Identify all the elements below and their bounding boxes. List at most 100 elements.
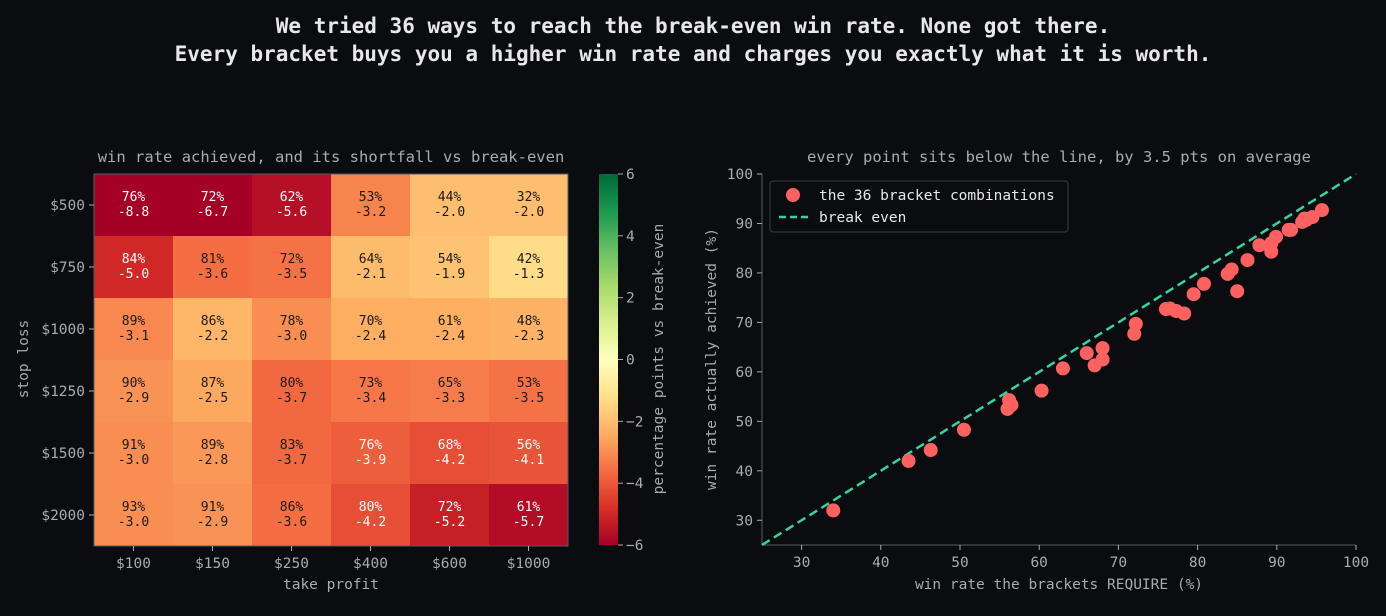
heatmap-y-tick-label: $750 (50, 260, 85, 276)
figure-title-line-1: We tried 36 ways to reach the break-even… (275, 14, 1111, 38)
scatter-point (901, 453, 916, 468)
heatmap-x-tick-label: $100 (116, 556, 151, 572)
heatmap-cell-win-rate: 61% (517, 500, 541, 515)
heatmap-cell (410, 360, 489, 422)
heatmap-cell-shortfall: -6.7 (197, 205, 228, 220)
scatter-y-tick-label: 60 (736, 365, 753, 381)
scatter-point (1230, 284, 1245, 299)
heatmap-cell-shortfall: -8.8 (118, 205, 149, 220)
heatmap-cell-shortfall: -4.1 (513, 453, 544, 468)
heatmap-cell (94, 360, 173, 422)
heatmap-cell (94, 298, 173, 360)
heatmap-cell (331, 360, 410, 422)
heatmap-cell-win-rate: 65% (438, 376, 462, 391)
heatmap-cell-shortfall: -1.9 (434, 267, 465, 282)
heatmap-cell (489, 484, 568, 546)
heatmap-cell-shortfall: -2.9 (197, 515, 228, 530)
heatmap-cell-win-rate: 62% (280, 190, 304, 205)
heatmap-cell-win-rate: 53% (359, 190, 383, 205)
heatmap-cell-shortfall: -3.6 (276, 515, 307, 530)
scatter-y-tick-label: 30 (736, 513, 753, 529)
heatmap-cell (252, 298, 331, 360)
colorbar-tick-label: 6 (626, 167, 635, 183)
break-even-line (761, 172, 1357, 547)
scatter-y-axis-label: win rate actually achieved (%) (704, 228, 720, 490)
heatmap-cell (252, 360, 331, 422)
figure-title: We tried 36 ways to reach the break-even… (0, 12, 1386, 68)
heatmap-cell (94, 174, 173, 236)
heatmap-cell-shortfall: -2.3 (513, 329, 544, 344)
heatmap-cell-win-rate: 78% (280, 314, 304, 329)
scatter-point (1314, 203, 1329, 218)
heatmap-cell-win-rate: 72% (201, 190, 225, 205)
heatmap-cell-win-rate: 32% (517, 190, 541, 205)
heatmap-cell (252, 422, 331, 484)
heatmap-x-tick-label: $400 (353, 556, 388, 572)
heatmap-x-tick-labels: $100 $150 $250 $400 $600 $1000 (116, 546, 550, 572)
heatmap-cell-shortfall: -4.2 (355, 515, 386, 530)
heatmap-cell-shortfall: -5.7 (513, 515, 544, 530)
heatmap-cell-shortfall: -2.1 (355, 267, 386, 282)
heatmap-cell (331, 236, 410, 298)
heatmap-x-tick-label: $250 (274, 556, 309, 572)
heatmap-cell (331, 422, 410, 484)
heatmap-cell-win-rate: 72% (280, 252, 304, 267)
heatmap-cell-shortfall: -3.2 (355, 205, 386, 220)
scatter-point (1079, 346, 1094, 361)
colorbar-tick-label: 4 (626, 229, 635, 245)
heatmap-cell-shortfall: -4.2 (434, 453, 465, 468)
heatmap-cell-shortfall: -3.0 (118, 515, 149, 530)
heatmap-cell (410, 236, 489, 298)
scatter-point (1186, 287, 1201, 302)
heatmap-title: win rate achieved, and its shortfall vs … (98, 148, 565, 166)
heatmap-cell-win-rate: 72% (438, 500, 462, 515)
heatmap-cell-win-rate: 81% (201, 252, 225, 267)
scatter-point (1004, 398, 1019, 413)
heatmap-cell (252, 174, 331, 236)
figure-title-line-2: Every bracket buys you a higher win rate… (174, 42, 1212, 66)
heatmap-cell-win-rate: 73% (359, 376, 383, 391)
scatter-point (1128, 316, 1143, 331)
heatmap-cell (173, 174, 252, 236)
heatmap-y-tick-label: $1250 (41, 384, 85, 400)
scatter-point (1264, 244, 1279, 259)
scatter-legend: the 36 bracket combinations break even (769, 180, 1069, 233)
heatmap-cell-win-rate: 68% (438, 438, 462, 453)
heatmap-cell (489, 174, 568, 236)
heatmap-cell-shortfall: -3.7 (276, 453, 307, 468)
heatmap-cell-win-rate: 91% (201, 500, 225, 515)
scatter-point (1252, 238, 1267, 253)
scatter-y-tick-label: 40 (736, 464, 753, 480)
colorbar-gradient (599, 174, 618, 545)
scatter-point (1297, 211, 1312, 226)
heatmap-cell (173, 484, 252, 546)
scatter-point (1095, 352, 1110, 367)
heatmap-cell-win-rate: 87% (201, 376, 225, 391)
scatter-axes: 30 40 50 60 70 80 90 100 30 40 50 60 70 80 90 100 (727, 167, 1369, 571)
heatmap-cell (489, 360, 568, 422)
heatmap-x-axis-label: take profit (283, 577, 379, 593)
heatmap-cell-win-rate: 53% (517, 376, 541, 391)
heatmap-cell-shortfall: -2.0 (513, 205, 544, 220)
heatmap-cell (94, 422, 173, 484)
heatmap-cell-win-rate: 93% (122, 500, 146, 515)
legend-line-label: break even (819, 210, 906, 226)
heatmap-cell-shortfall: -3.0 (276, 329, 307, 344)
heatmap-cell (173, 298, 252, 360)
heatmap-cell-win-rate: 76% (122, 190, 146, 205)
heatmap-cell (410, 298, 489, 360)
heatmap-cell-win-rate: 64% (359, 252, 383, 267)
heatmap-cell-win-rate: 84% (122, 252, 146, 267)
heatmap-cell-shortfall: -1.3 (513, 267, 544, 282)
heatmap-cell-shortfall: -3.9 (355, 453, 386, 468)
legend-point-marker (786, 188, 800, 202)
heatmap-cell (173, 360, 252, 422)
heatmap-cell-shortfall: -2.0 (434, 205, 465, 220)
heatmap-cell-win-rate: 83% (280, 438, 304, 453)
heatmap-cell-shortfall: -2.4 (355, 329, 386, 344)
heatmap-cell-shortfall: -3.5 (276, 267, 307, 282)
heatmap-cell-shortfall: -3.1 (118, 329, 149, 344)
heatmap-cell (489, 236, 568, 298)
scatter-point (1196, 276, 1211, 291)
